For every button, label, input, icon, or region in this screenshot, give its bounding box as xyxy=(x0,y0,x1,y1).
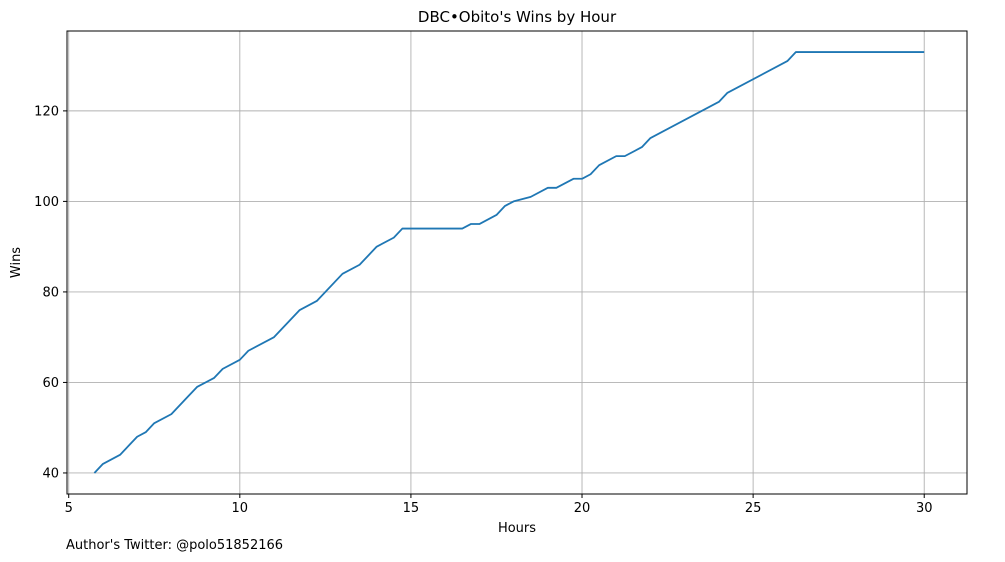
x-tick-label: 15 xyxy=(403,501,420,516)
axis-ticks: 5 10 15 20 25 30 40 60 80 100 120 xyxy=(34,104,932,516)
x-tick-label: 5 xyxy=(65,501,73,516)
y-tick-label: 60 xyxy=(42,376,59,391)
x-tick-label: 30 xyxy=(916,501,933,516)
y-tick-label: 100 xyxy=(34,195,59,210)
x-tick-label: 20 xyxy=(574,501,591,516)
x-tick-label: 25 xyxy=(745,501,762,516)
series-layer xyxy=(93,51,925,474)
wins-series-line xyxy=(93,51,925,474)
author-credit: Author's Twitter: @polo51852166 xyxy=(66,538,284,553)
grid-lines xyxy=(67,31,967,494)
plot-frame xyxy=(66,30,968,495)
y-tick-label: 120 xyxy=(34,104,59,119)
chart-title: DBC•Obito's Wins by Hour xyxy=(418,8,617,26)
y-axis-label: Wins xyxy=(9,247,24,278)
x-tick-label: 10 xyxy=(232,501,249,516)
plot-area xyxy=(67,31,967,494)
x-axis-label: Hours xyxy=(498,521,536,536)
y-tick-label: 80 xyxy=(42,285,59,300)
y-tick-label: 40 xyxy=(42,466,59,481)
